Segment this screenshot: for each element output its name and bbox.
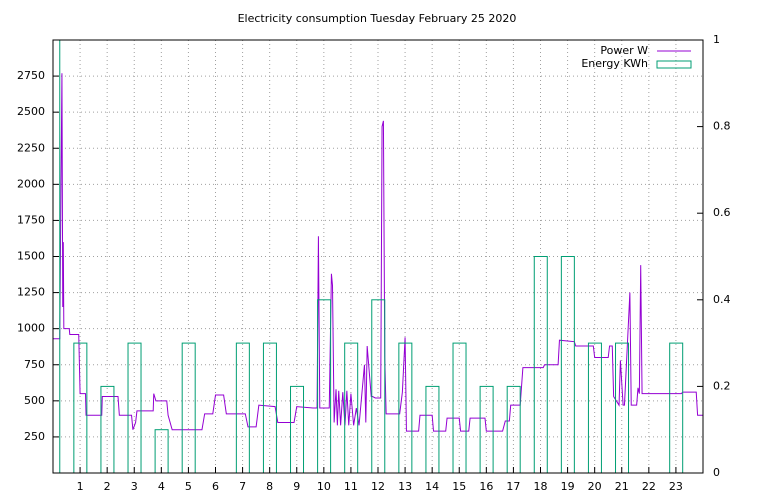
x-tick-label: 12 — [371, 480, 385, 493]
y-tick-label: 2250 — [17, 141, 45, 154]
energy-box — [262, 342, 277, 473]
x-tick-label: 5 — [185, 480, 192, 493]
x-tick-label: 7 — [239, 480, 246, 493]
x-tick-label: 19 — [561, 480, 575, 493]
x-tick-label: 23 — [669, 480, 683, 493]
legend-label: Energy KWh — [581, 57, 648, 70]
energy-box — [154, 429, 169, 473]
y2-tick-label: 0.2 — [713, 379, 731, 392]
energy-box — [533, 256, 548, 473]
y-tick-label: 750 — [24, 358, 45, 371]
x-tick-label: 18 — [534, 480, 548, 493]
x-tick-label: 22 — [642, 480, 656, 493]
energy-box — [669, 342, 684, 473]
x-tick-label: 15 — [452, 480, 466, 493]
plot-frame — [52, 39, 704, 474]
x-tick-label: 13 — [398, 480, 412, 493]
x-tick-label: 1 — [77, 480, 84, 493]
energy-box — [181, 342, 196, 473]
y2-tick-label: 1 — [713, 33, 720, 46]
y-tick-label: 2750 — [17, 69, 45, 82]
chart-title: Electricity consumption Tuesday February… — [238, 12, 517, 25]
energy-box — [127, 342, 142, 473]
legend-label: Power W — [600, 44, 648, 57]
y-tick-label: 1250 — [17, 286, 45, 299]
energy-box — [53, 40, 61, 473]
energy-box — [560, 256, 575, 473]
x-tick-label: 17 — [506, 480, 520, 493]
y2-tick-label: 0 — [713, 466, 720, 479]
y-tick-label: 250 — [24, 430, 45, 443]
x-tick-label: 6 — [212, 480, 219, 493]
energy-box — [587, 342, 602, 473]
y2-tick-label: 0.8 — [713, 120, 731, 133]
legend-swatch — [656, 60, 692, 69]
energy-box — [398, 342, 413, 473]
x-tick-label: 11 — [344, 480, 358, 493]
x-tick-label: 21 — [615, 480, 629, 493]
x-tick-label: 20 — [588, 480, 602, 493]
y-tick-label: 2500 — [17, 105, 45, 118]
x-tick-label: 2 — [104, 480, 111, 493]
y2-tick-label: 0.4 — [713, 293, 731, 306]
energy-box — [452, 342, 467, 473]
y-tick-label: 500 — [24, 394, 45, 407]
y-tick-label: 1500 — [17, 250, 45, 263]
x-tick-label: 3 — [131, 480, 138, 493]
energy-box — [615, 342, 630, 473]
y2-tick-label: 0.6 — [713, 206, 731, 219]
x-tick-label: 16 — [479, 480, 493, 493]
x-tick-label: 9 — [293, 480, 300, 493]
x-tick-label: 14 — [425, 480, 439, 493]
power-line — [53, 73, 703, 432]
y-tick-label: 2000 — [17, 177, 45, 190]
energy-box — [235, 342, 250, 473]
x-tick-label: 4 — [158, 480, 165, 493]
energy-box — [344, 342, 359, 473]
x-tick-label: 10 — [317, 480, 331, 493]
x-tick-label: 8 — [266, 480, 273, 493]
y-tick-label: 1000 — [17, 322, 45, 335]
energy-box — [73, 342, 88, 473]
y-tick-label: 1750 — [17, 213, 45, 226]
